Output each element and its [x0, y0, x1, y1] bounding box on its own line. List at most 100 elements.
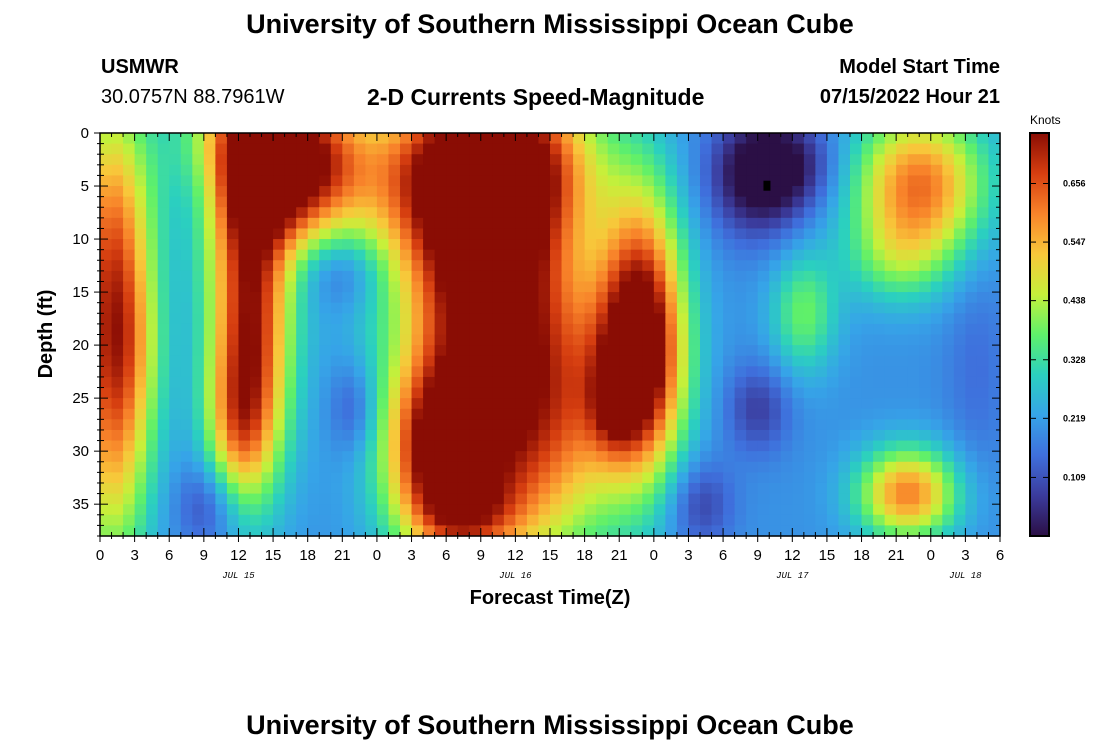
heatmap-cell [607, 482, 620, 495]
heatmap-cell [111, 408, 124, 420]
heatmap-cell [861, 451, 874, 463]
heatmap-cell [100, 345, 113, 357]
heatmap-cell [780, 376, 793, 389]
heatmap-cell [123, 323, 136, 336]
heatmap-cell [630, 419, 643, 431]
y-tick-label: 20 [72, 337, 89, 354]
heatmap-cell [111, 451, 124, 463]
heatmap-cell [815, 366, 828, 378]
heatmap-cell [469, 164, 482, 177]
heatmap-cell [226, 186, 240, 198]
heatmap-cell [757, 366, 770, 378]
heatmap-cell [538, 260, 551, 272]
heatmap-cell [873, 164, 886, 177]
heatmap-cell [157, 207, 170, 219]
heatmap-cell [146, 154, 159, 166]
heatmap-cell [538, 164, 551, 177]
heatmap-cell [665, 133, 678, 145]
heatmap-cell [896, 429, 909, 442]
heatmap-cell [146, 345, 159, 357]
heatmap-cell [226, 366, 240, 378]
heatmap-cell [388, 186, 401, 198]
heatmap-cell [515, 525, 528, 537]
heatmap-cell [803, 408, 816, 420]
heatmap-cell [988, 472, 1001, 484]
heatmap-cell [250, 398, 263, 410]
heatmap-cell [723, 334, 736, 346]
heatmap-cell [319, 154, 332, 166]
heatmap-cell [676, 345, 690, 357]
heatmap-cell [319, 493, 332, 505]
heatmap-cell [423, 408, 436, 420]
heatmap-cell [630, 133, 643, 145]
heatmap-cell [388, 249, 401, 261]
heatmap-cell [619, 345, 632, 357]
heatmap-cell [653, 292, 666, 304]
heatmap-cell [250, 472, 263, 484]
heatmap-cell [838, 482, 851, 495]
heatmap-cell [480, 355, 493, 367]
heatmap-cell [596, 249, 609, 261]
heatmap-cell [942, 366, 955, 378]
heatmap-cell [746, 292, 759, 304]
heatmap-cell [250, 376, 263, 389]
heatmap-cell [642, 281, 655, 293]
heatmap-cell [423, 175, 436, 187]
heatmap-cell [423, 387, 436, 399]
heatmap-cell [215, 164, 228, 177]
heatmap-cell [434, 186, 447, 198]
heatmap-cell [584, 440, 597, 452]
heatmap-cell [711, 387, 724, 399]
heatmap-cell [134, 493, 147, 505]
heatmap-cell [596, 292, 609, 304]
heatmap-cell [988, 366, 1001, 378]
heatmap-cell [215, 461, 228, 473]
heatmap-cell [734, 281, 747, 293]
heatmap-cell [192, 260, 205, 272]
heatmap-cell [203, 323, 216, 336]
heatmap-cell [826, 323, 840, 336]
heatmap-cell [319, 366, 332, 378]
x-tick-label: 6 [442, 547, 450, 564]
heatmap-cell [930, 175, 943, 187]
heatmap-cell [423, 196, 436, 208]
heatmap-cell [896, 217, 909, 230]
heatmap-cell [538, 186, 551, 198]
heatmap-cell [826, 376, 840, 389]
heatmap-cell [653, 164, 666, 177]
heatmap-cell [469, 482, 482, 495]
heatmap-cell [215, 239, 228, 251]
heatmap-cell [411, 217, 424, 230]
heatmap-cell [665, 451, 678, 463]
heatmap-cell [907, 302, 920, 314]
heatmap-cell [319, 323, 332, 336]
heatmap-cell [642, 270, 655, 283]
heatmap-cell [434, 451, 447, 463]
heatmap-cell [676, 387, 690, 399]
heatmap-cell [180, 387, 193, 399]
heatmap-cell [123, 355, 136, 367]
heatmap-cell [330, 504, 343, 516]
heatmap-cell [365, 482, 378, 495]
heatmap-cell [815, 398, 828, 410]
heatmap-cell [780, 164, 793, 177]
heatmap-cell [584, 164, 597, 177]
heatmap-cell [665, 419, 678, 431]
heatmap-cell [365, 451, 378, 463]
heatmap-cell [434, 249, 447, 261]
heatmap-cell [469, 334, 482, 346]
heatmap-cell [861, 355, 874, 367]
heatmap-cell [700, 249, 713, 261]
heatmap-cell [400, 440, 413, 452]
heatmap-cell [146, 334, 159, 346]
heatmap-cell [965, 133, 978, 145]
heatmap-cell [907, 175, 920, 187]
heatmap-cell [307, 239, 320, 251]
heatmap-cell [250, 451, 263, 463]
heatmap-cell [873, 408, 886, 420]
heatmap-cell [330, 133, 343, 145]
heatmap-cell [653, 239, 666, 251]
heatmap-cell [226, 514, 240, 526]
heatmap-cell [365, 408, 378, 420]
heatmap-cell [700, 164, 713, 177]
